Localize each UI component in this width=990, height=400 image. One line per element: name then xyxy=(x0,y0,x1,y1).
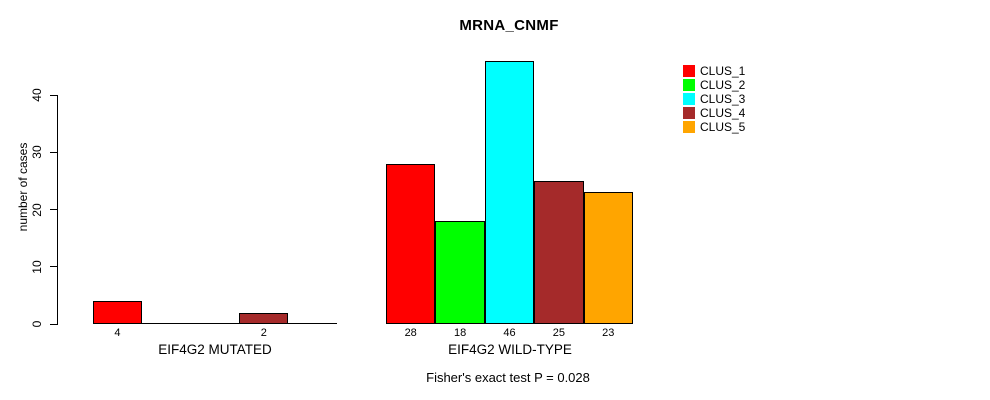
legend-label: CLUS_4 xyxy=(700,106,746,120)
bar-value-label: 28 xyxy=(404,327,417,339)
legend-swatch-clus-5 xyxy=(683,121,695,133)
group-label-wildtype: EIF4G2 WILD-TYPE xyxy=(448,342,572,357)
legend-swatch-clus-4 xyxy=(683,107,695,119)
bar-clus_5-mutated xyxy=(288,323,337,324)
legend-label: CLUS_2 xyxy=(700,78,746,92)
bar-clus_3-mutated xyxy=(190,323,240,324)
chart-title: MRNA_CNMF xyxy=(459,17,559,34)
legend-item-clus-5: CLUS_5 xyxy=(683,120,745,134)
bar-value-label: 2 xyxy=(260,327,267,339)
legend-item-clus-1: CLUS_1 xyxy=(683,64,745,78)
y-tick-mark xyxy=(50,209,58,211)
legend: CLUS_1 CLUS_2 CLUS_3 CLUS_4 CLUS_5 xyxy=(683,64,745,134)
y-tick-label: 10 xyxy=(30,260,44,274)
y-tick-mark xyxy=(50,94,58,96)
bar-value-label: 4 xyxy=(114,327,121,339)
fisher-test-footnote: Fisher's exact test P = 0.028 xyxy=(426,370,590,385)
y-tick-label: 20 xyxy=(30,202,44,217)
y-tick-label: 0 xyxy=(30,320,44,328)
bar-clus_1-mutated xyxy=(93,301,142,324)
bar-clus_3-wildtype xyxy=(484,60,535,324)
y-tick-label: 30 xyxy=(30,145,44,160)
legend-swatch-clus-2 xyxy=(683,79,695,91)
y-tick-mark xyxy=(50,151,58,153)
legend-label: CLUS_5 xyxy=(700,120,746,134)
legend-item-clus-2: CLUS_2 xyxy=(683,78,745,92)
bar-clus_2-mutated xyxy=(141,323,191,324)
bar-value-label: 25 xyxy=(552,327,565,339)
bar-clus_2-wildtype xyxy=(435,221,485,324)
legend-label: CLUS_1 xyxy=(700,64,746,78)
bar-value-label: 18 xyxy=(453,327,467,339)
legend-item-clus-4: CLUS_4 xyxy=(683,106,745,120)
legend-label: CLUS_3 xyxy=(700,92,746,106)
group-label-mutated: EIF4G2 MUTATED xyxy=(158,342,272,357)
y-tick-mark xyxy=(50,323,58,325)
bar-clus_1-wildtype xyxy=(386,163,436,324)
y-tick-label: 40 xyxy=(30,88,44,102)
bar-clus_5-wildtype xyxy=(583,192,633,324)
y-tick-mark xyxy=(50,266,58,268)
legend-item-clus-3: CLUS_3 xyxy=(683,92,745,106)
bar-clus_4-wildtype xyxy=(534,181,584,324)
bar-clus_4-mutated xyxy=(239,312,289,324)
bar-value-label: 23 xyxy=(602,327,615,339)
bar-value-label: 46 xyxy=(503,327,516,339)
legend-swatch-clus-3 xyxy=(683,93,695,105)
legend-swatch-clus-1 xyxy=(683,65,695,77)
